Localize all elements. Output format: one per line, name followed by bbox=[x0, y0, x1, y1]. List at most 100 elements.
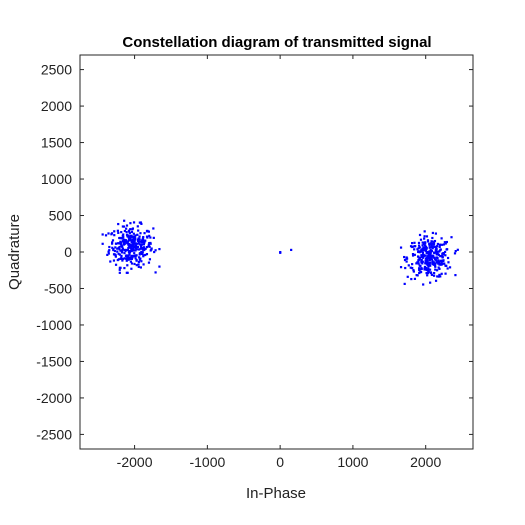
data-point bbox=[122, 241, 125, 244]
data-point bbox=[118, 253, 121, 256]
data-point bbox=[130, 267, 133, 270]
data-point bbox=[426, 240, 430, 243]
data-point bbox=[430, 242, 433, 245]
data-point bbox=[128, 243, 132, 246]
y-tick-label: 2500 bbox=[41, 62, 72, 78]
data-point bbox=[123, 266, 126, 270]
data-point bbox=[130, 247, 134, 250]
data-point bbox=[129, 222, 132, 225]
data-point bbox=[429, 281, 432, 284]
data-point bbox=[122, 243, 126, 246]
data-point bbox=[429, 248, 432, 252]
data-point bbox=[133, 252, 136, 255]
data-point bbox=[423, 265, 427, 269]
data-point bbox=[114, 246, 117, 249]
data-point bbox=[442, 253, 446, 256]
data-point bbox=[148, 245, 151, 248]
data-point bbox=[139, 221, 142, 224]
data-point bbox=[403, 258, 407, 262]
data-point bbox=[118, 242, 121, 245]
data-point bbox=[417, 262, 420, 265]
plot-area bbox=[79, 54, 474, 450]
data-point bbox=[418, 258, 421, 261]
data-point bbox=[135, 258, 138, 262]
data-point bbox=[139, 245, 143, 248]
data-point bbox=[435, 245, 438, 249]
data-point bbox=[413, 277, 417, 280]
data-point bbox=[423, 235, 426, 238]
data-point bbox=[427, 254, 430, 258]
data-point bbox=[135, 248, 138, 251]
data-point bbox=[113, 249, 116, 253]
data-point bbox=[441, 255, 444, 258]
data-point bbox=[141, 251, 144, 254]
data-point bbox=[430, 258, 434, 261]
data-point bbox=[430, 250, 433, 253]
data-point bbox=[436, 256, 439, 259]
data-point bbox=[137, 229, 140, 232]
data-point bbox=[158, 247, 161, 251]
data-point bbox=[437, 253, 440, 256]
data-point bbox=[137, 265, 140, 268]
data-point bbox=[436, 275, 439, 278]
data-point bbox=[154, 271, 157, 274]
data-point bbox=[122, 233, 125, 236]
data-point bbox=[424, 249, 427, 252]
data-point bbox=[123, 238, 126, 242]
data-point bbox=[438, 249, 442, 252]
data-point bbox=[411, 254, 415, 257]
data-point bbox=[144, 239, 147, 242]
data-point bbox=[112, 259, 116, 262]
data-point bbox=[423, 230, 426, 233]
data-point bbox=[431, 231, 434, 235]
data-point bbox=[133, 236, 136, 239]
data-point bbox=[446, 256, 450, 260]
data-point bbox=[134, 257, 137, 260]
data-point bbox=[427, 270, 430, 273]
data-point bbox=[441, 252, 444, 255]
data-point bbox=[425, 266, 428, 270]
data-point bbox=[140, 260, 143, 263]
data-point bbox=[427, 252, 430, 256]
data-point bbox=[133, 262, 136, 266]
data-point bbox=[136, 242, 139, 245]
data-point bbox=[110, 232, 114, 235]
data-point bbox=[125, 271, 128, 274]
data-point bbox=[125, 241, 128, 244]
data-point bbox=[435, 253, 438, 256]
data-point bbox=[137, 241, 140, 245]
data-point bbox=[147, 261, 151, 264]
data-point bbox=[119, 240, 122, 243]
data-point bbox=[411, 253, 415, 256]
data-point bbox=[442, 259, 445, 262]
data-point bbox=[153, 250, 156, 254]
data-point bbox=[132, 249, 135, 252]
data-point bbox=[127, 258, 130, 261]
data-point bbox=[454, 274, 457, 277]
data-point bbox=[438, 260, 441, 263]
y-axis-label: Quadrature bbox=[6, 214, 23, 290]
data-point bbox=[429, 264, 432, 267]
data-point bbox=[104, 234, 108, 237]
data-point bbox=[122, 257, 125, 261]
data-point bbox=[127, 246, 130, 250]
data-point bbox=[450, 236, 453, 239]
data-point bbox=[429, 251, 432, 254]
data-point bbox=[417, 241, 421, 245]
data-point bbox=[405, 260, 408, 263]
data-point bbox=[421, 244, 424, 247]
data-point bbox=[435, 260, 438, 263]
data-point bbox=[106, 253, 109, 256]
data-point bbox=[114, 255, 117, 258]
data-point bbox=[426, 260, 429, 263]
data-point bbox=[422, 283, 425, 286]
data-point bbox=[445, 240, 448, 244]
data-point bbox=[432, 243, 436, 246]
data-point bbox=[433, 239, 437, 243]
data-point bbox=[434, 232, 438, 235]
data-point bbox=[420, 260, 423, 263]
data-point bbox=[140, 240, 143, 244]
data-point bbox=[116, 250, 119, 253]
data-point bbox=[126, 248, 130, 252]
